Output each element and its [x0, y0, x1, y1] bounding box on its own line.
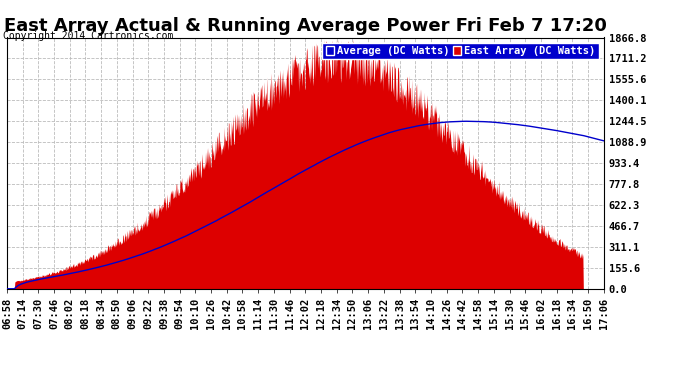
Title: East Array Actual & Running Average Power Fri Feb 7 17:20: East Array Actual & Running Average Powe…	[4, 16, 607, 34]
Text: Copyright 2014 Cartronics.com: Copyright 2014 Cartronics.com	[3, 32, 174, 41]
Legend: Average (DC Watts), East Array (DC Watts): Average (DC Watts), East Array (DC Watts…	[322, 43, 598, 59]
